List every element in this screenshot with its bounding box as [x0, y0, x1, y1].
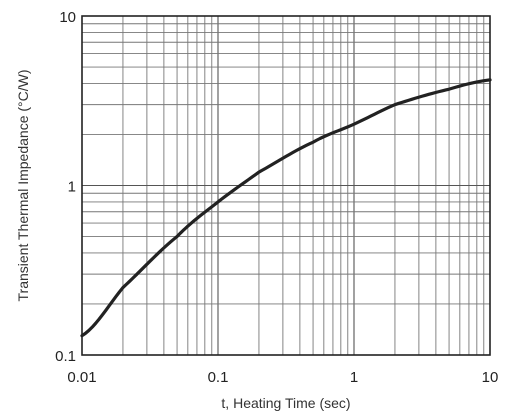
y-axis-label: Transient Thermal Impedance (°C/W): [15, 69, 31, 301]
x-tick-label: 0.01: [67, 369, 96, 386]
x-tick-label: 10: [482, 369, 499, 386]
x-tick-label: 1: [350, 369, 358, 386]
impedance-curve: [80, 78, 492, 338]
x-tick-label: 0.1: [208, 369, 229, 386]
y-tick-label: 10: [59, 9, 76, 26]
plot-frame: [81, 15, 491, 356]
x-tick-labels: 0.01 0.1 1 10: [67, 369, 498, 386]
plot-grid: [82, 16, 490, 355]
x-axis-label: t, Heating Time (sec): [221, 395, 350, 411]
y-tick-label: 1: [68, 179, 76, 196]
y-tick-label: 0.1: [55, 348, 76, 365]
y-tick-labels: 0.1 1 10: [55, 9, 76, 365]
